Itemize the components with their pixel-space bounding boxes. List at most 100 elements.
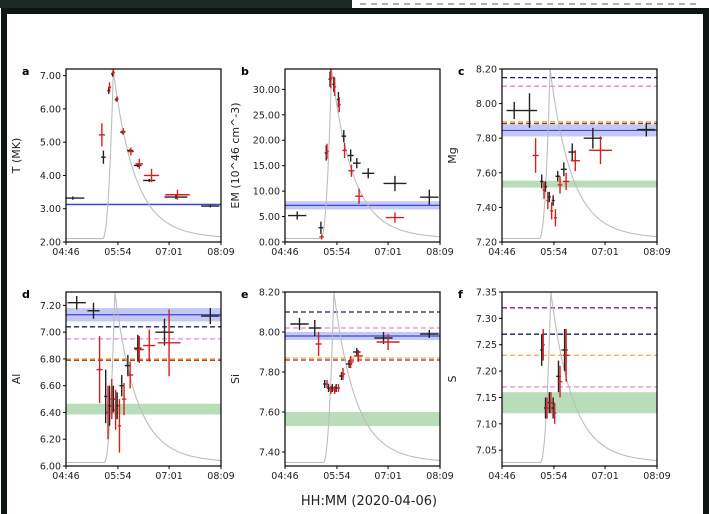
panel-e-red-point-1 [325, 380, 329, 388]
panel-e-letter: e [241, 288, 248, 301]
panel-a-y-axis-label: T (MK) [10, 138, 23, 175]
panel-c-red-point-0 [532, 138, 539, 173]
panel-e-xtick-label-0: 04:46 [271, 471, 298, 482]
panel-b-y-axis-label: EM (10^46 cm^-3) [229, 102, 242, 208]
panel-c-red-point-4 [553, 209, 557, 227]
panel-e-ytick-label-2: 7.80 [259, 368, 280, 379]
panel-d-red-point-9 [157, 309, 181, 377]
panel-c-red-point-8 [589, 136, 612, 165]
panel-c-red-point-5 [557, 176, 563, 194]
panel-c-xtick-label-2: 07:01 [591, 247, 618, 258]
panel-b: 0.00 5.00 10.00 15.00 20.00 25.00 30.00 04:46 05… [229, 65, 454, 258]
panel-e-ytick-label-0: 7.40 [259, 448, 280, 459]
panel-e-ytick-label-3: 8.00 [259, 328, 280, 339]
panel-f-red-point-5 [563, 328, 570, 382]
panel-b-red-point-1 [325, 143, 329, 160]
panel-b-black-point-8 [352, 158, 361, 169]
panel-d-ytick-label-5: 7.00 [40, 328, 61, 339]
figure-border [1, 8, 709, 514]
panel-d-ytick-label-2: 6.40 [40, 408, 61, 419]
panel-e-red-point-8 [376, 334, 400, 350]
panel-b-black-point-11 [420, 189, 439, 205]
panel-e-plot-area [285, 292, 440, 464]
panel-c-ytick-label-5: 8.20 [476, 65, 497, 76]
panel-f-letter: f [458, 288, 463, 301]
panel-f-green-band [502, 392, 657, 414]
panel-f-ytick-label-3: 7.20 [476, 367, 497, 378]
panel-c-xtick-label-0: 04:46 [488, 247, 515, 258]
panel-b-ytick-label-6: 30.00 [253, 85, 280, 96]
panel-b-black-point-9 [362, 168, 375, 179]
panel-d-black-point-10 [201, 308, 220, 325]
panel-f-red-point-3 [553, 402, 557, 424]
panel-b-xtick-label-2: 07:01 [374, 247, 401, 258]
panel-d-black-point-9 [155, 318, 174, 346]
window-top-bar [0, 0, 352, 8]
panel-d-xtick-label-1: 05:54 [104, 471, 131, 482]
panel-b-ytick-label-4: 20.00 [253, 136, 280, 147]
panel-e-red-point-4 [336, 384, 340, 392]
panel-c-black-point-0 [506, 101, 522, 120]
panel-c-black-point-10 [637, 122, 656, 137]
panel-b-red-point-3 [333, 77, 337, 96]
panel-e-xtick-label-3: 08:09 [426, 471, 453, 482]
panel-c-black-point-1 [521, 93, 538, 128]
panel-f-xtick-label-1: 05:54 [540, 471, 567, 482]
panel-b-black-point-6 [341, 130, 347, 143]
panel-e: 7.40 7.60 7.80 8.00 8.20 04:46 05:54 07:01 08:09… [229, 288, 454, 483]
panel-b-axes-box [284, 68, 441, 243]
panel-c-ytick-label-0: 7.20 [476, 238, 497, 249]
panel-f-ytick-label-2: 7.15 [476, 393, 497, 404]
panel-d-red-point-2 [110, 379, 114, 420]
panel-a-ytick-label-2: 4.00 [40, 171, 61, 182]
common-x-axis-label: HH:MM (2020-04-06) [301, 494, 437, 509]
panel-e-black-point-0 [290, 318, 309, 330]
panel-b-ytick-label-1: 5.00 [259, 212, 280, 223]
panel-e-black-point-10 [420, 330, 439, 338]
panel-a-red-point-2 [111, 69, 115, 76]
panel-c-xtick-label-3: 08:09 [643, 247, 670, 258]
panel-c-model-curve [502, 69, 657, 240]
panel-e-red-point-0 [315, 332, 322, 356]
panel-f-ytick-label-1: 7.10 [476, 419, 497, 430]
panel-c-red-point-7 [570, 150, 580, 172]
panel-a-red-point-4 [120, 128, 126, 135]
panel-a-model-curve [66, 70, 221, 240]
panel-a-red-point-3 [115, 96, 119, 102]
panel-e-red-point-5 [340, 368, 346, 380]
panel-c-red-point-6 [563, 172, 570, 191]
panel-b-red-point-7 [355, 188, 363, 204]
panel-a-red-point-0 [98, 123, 105, 147]
panel-e-xtick-label-2: 07:01 [374, 471, 401, 482]
panel-e-black-point-1 [308, 320, 321, 336]
panel-b-plot-area [285, 69, 440, 240]
panel-e-red-point-7 [353, 350, 363, 362]
panel-a-red-point-6 [135, 158, 144, 169]
panel-c-xtick-label-1: 05:54 [540, 247, 567, 258]
panel-a-black-point-9 [164, 195, 188, 200]
panel-c-red-point-3 [550, 202, 554, 220]
panel-b-ytick-label-2: 10.00 [253, 187, 280, 198]
panel-d-red-point-3 [114, 389, 118, 430]
panel-c-black-point-2 [540, 174, 544, 189]
panel-c-black-point-7 [560, 162, 567, 177]
panel-f-ytick-label-6: 7.35 [476, 288, 497, 299]
panel-b-xtick-label-0: 04:46 [271, 247, 298, 258]
panel-c-red-point-2 [546, 191, 550, 210]
panel-f: 7.05 7.10 7.15 7.20 7.25 7.30 7.35 04:46 05:54 07… [446, 288, 671, 483]
panel-a-xtick-label-3: 08:09 [207, 247, 234, 258]
panel-d-xtick-label-3: 08:09 [207, 471, 234, 482]
panel-c-ytick-label-1: 7.40 [476, 203, 497, 214]
panel-d-ytick-label-4: 6.80 [40, 354, 61, 365]
panel-b-black-point-1 [318, 221, 324, 234]
panel-d-ytick-label-6: 7.20 [40, 301, 61, 312]
panel-b-xtick-label-1: 05:54 [323, 247, 350, 258]
panel-f-plot-area [502, 292, 657, 464]
panel-b-red-point-0 [319, 234, 324, 240]
panel-a-ytick-label-3: 5.00 [40, 138, 61, 149]
panel-a-ytick-label-4: 6.00 [40, 104, 61, 115]
panel-a-red-point-7 [143, 168, 160, 183]
panel-f-red-point-2 [549, 392, 553, 414]
